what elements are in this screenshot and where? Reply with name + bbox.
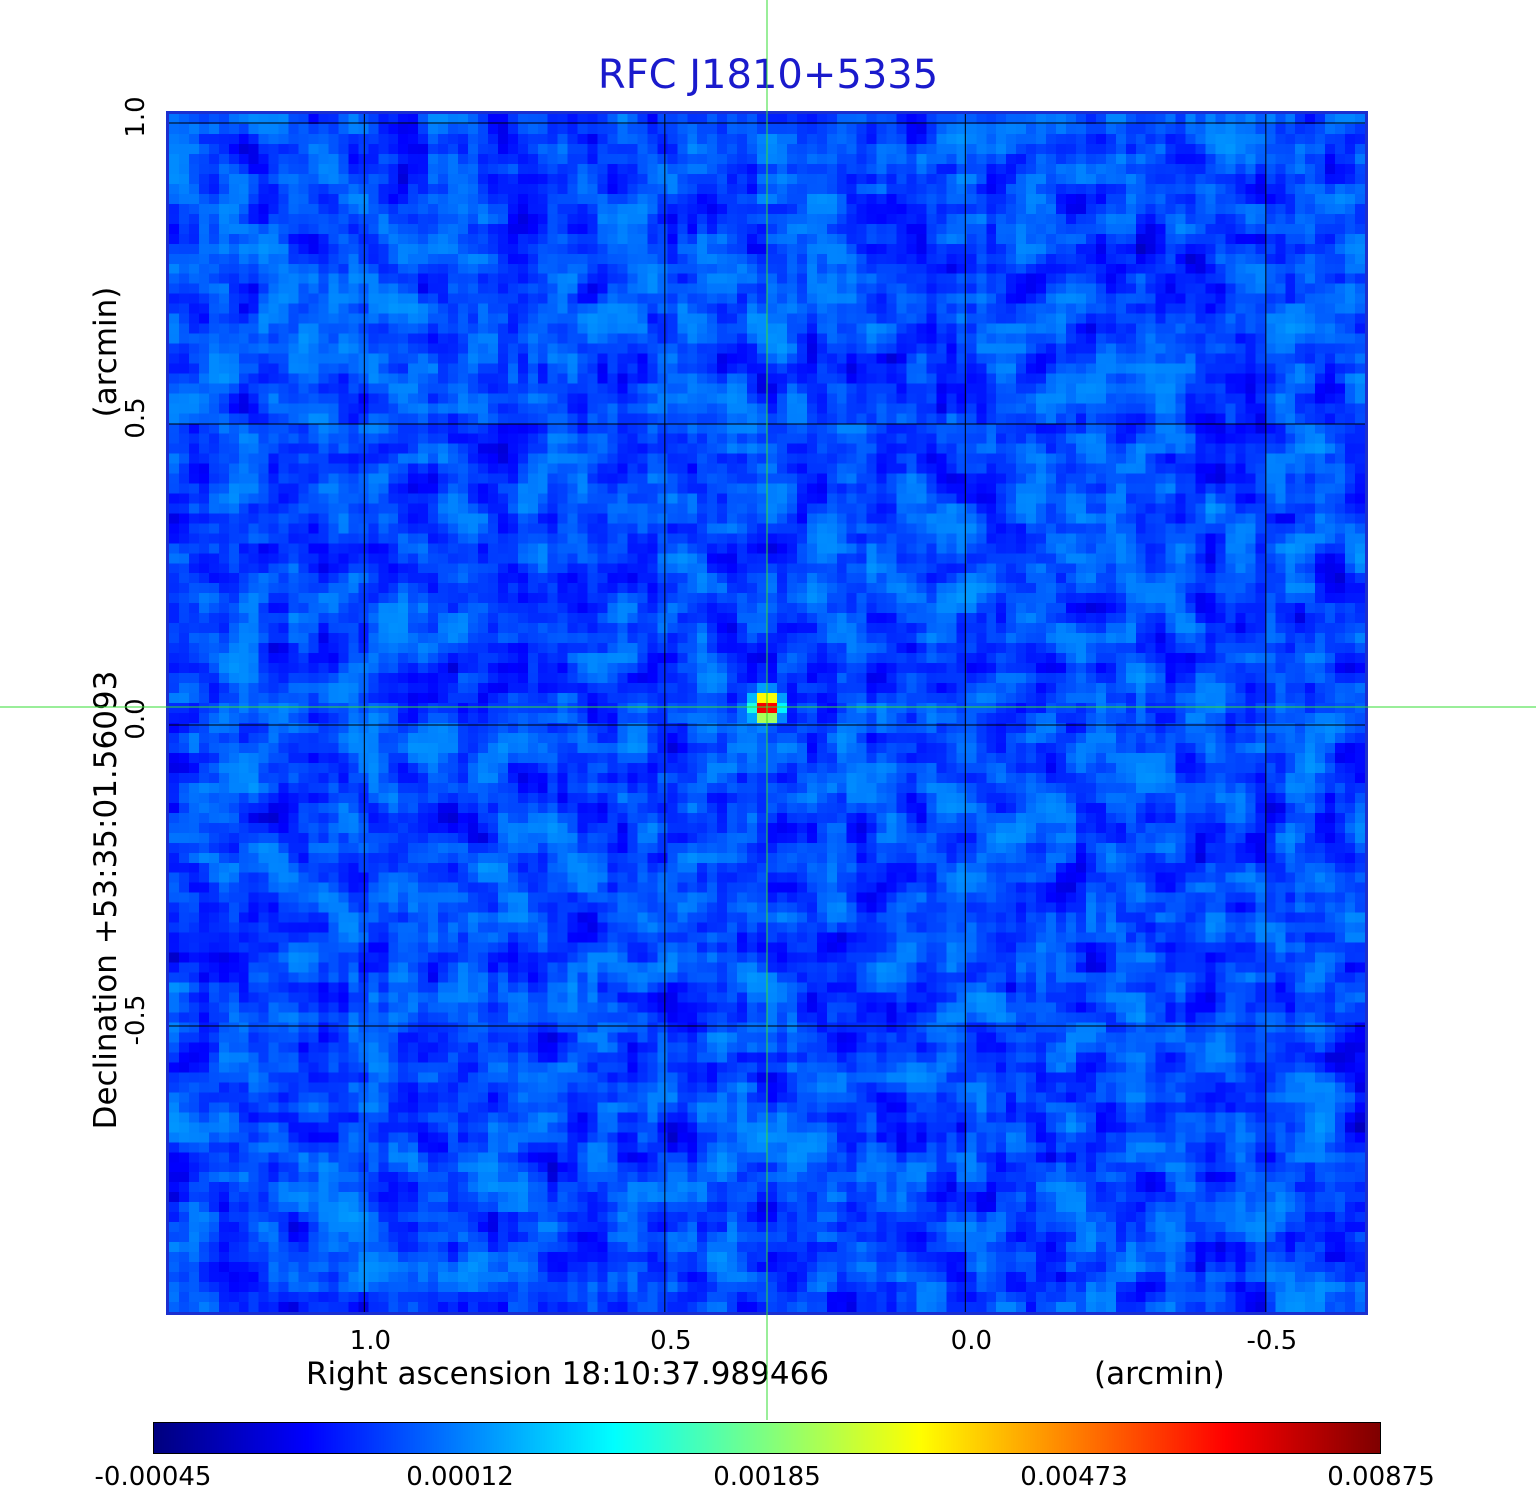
x-axis-unit: (arcmin) [1094, 1356, 1225, 1392]
chart-title: RFC J1810+5335 [597, 52, 939, 98]
y-tick-label: -0.5 [121, 994, 151, 1046]
colorbar [153, 1422, 1381, 1454]
colorbar-tick-label: 0.00473 [1020, 1462, 1128, 1492]
y-axis-label: Declination +53:35:01.56093 [88, 670, 124, 1130]
x-tick-label: 1.0 [349, 1326, 392, 1356]
y-tick-label: 0.5 [121, 397, 151, 439]
colorbar-tick-label: 0.00875 [1327, 1462, 1435, 1492]
colorbar-tick-label: 0.00185 [713, 1462, 821, 1492]
colorbar-tick-label: -0.00045 [94, 1462, 212, 1492]
map-frame [166, 111, 1368, 1315]
x-tick-label: 0.5 [650, 1326, 692, 1356]
y-axis-unit: (arcmin) [88, 286, 124, 418]
coordinate-grid [169, 114, 1365, 1312]
y-tick-label: 0.0 [121, 698, 151, 740]
x-tick-label: 0.0 [950, 1326, 993, 1356]
y-tick-label: 1.0 [121, 96, 151, 138]
colorbar-tick-label: 0.00012 [406, 1462, 514, 1492]
x-tick-label: -0.5 [1246, 1326, 1298, 1356]
x-axis-label: Right ascension 18:10:37.989466 [306, 1356, 830, 1392]
